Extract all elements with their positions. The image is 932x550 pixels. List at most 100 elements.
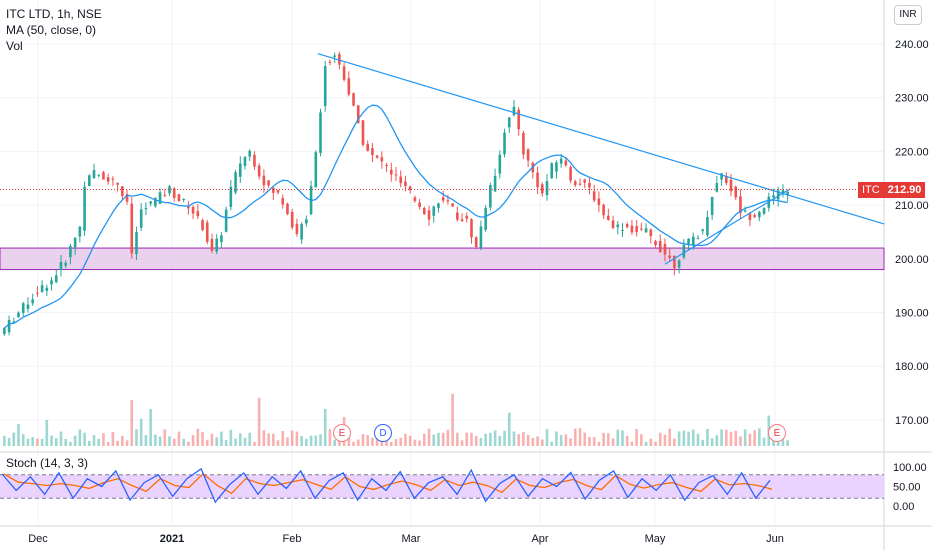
volume-bar bbox=[12, 432, 16, 446]
symbol-title[interactable]: ITC LTD, 1h, NSE bbox=[6, 7, 102, 21]
candle bbox=[781, 189, 785, 194]
volume-bar bbox=[715, 435, 719, 446]
candle bbox=[724, 175, 728, 184]
candle bbox=[17, 312, 20, 318]
ma-indicator-label[interactable]: MA (50, close, 0) bbox=[6, 23, 97, 37]
volume-bar bbox=[7, 438, 11, 446]
candle bbox=[262, 175, 266, 186]
candle bbox=[45, 287, 49, 291]
stoch-indicator-label[interactable]: Stoch (14, 3, 3) bbox=[6, 456, 89, 470]
candle bbox=[427, 210, 431, 220]
volume-bar bbox=[682, 430, 686, 446]
volume-bar bbox=[295, 431, 299, 446]
candle bbox=[437, 203, 440, 208]
candle bbox=[182, 198, 185, 200]
volume-bar bbox=[40, 438, 44, 446]
volume-bar bbox=[130, 400, 134, 446]
volume-bar bbox=[696, 433, 700, 446]
time-tick-label: Mar bbox=[402, 533, 421, 545]
candle bbox=[154, 198, 157, 207]
volume-bar bbox=[611, 438, 615, 446]
candle bbox=[569, 167, 572, 181]
volume-bar bbox=[371, 437, 374, 446]
volume-bar bbox=[748, 433, 752, 446]
candle bbox=[205, 222, 209, 242]
candle bbox=[158, 192, 162, 204]
volume-bar bbox=[720, 429, 723, 446]
price-tick-label: 230.00 bbox=[895, 93, 929, 105]
candle bbox=[654, 241, 657, 246]
volume-bar bbox=[21, 434, 25, 446]
volume-bar bbox=[87, 440, 91, 446]
earnings-event-icon[interactable]: E bbox=[333, 424, 351, 442]
candle bbox=[625, 224, 629, 227]
volume-bar bbox=[555, 431, 558, 446]
volume-bar bbox=[111, 431, 115, 446]
support-trendline bbox=[664, 188, 791, 265]
candle bbox=[361, 120, 365, 145]
candle bbox=[729, 179, 733, 192]
volume-bar bbox=[451, 393, 454, 446]
stoch-band bbox=[0, 474, 884, 499]
candle bbox=[338, 54, 341, 65]
price-tick-label: 180.00 bbox=[895, 361, 929, 373]
candle bbox=[253, 154, 256, 167]
candle bbox=[644, 228, 648, 233]
candle bbox=[342, 66, 346, 80]
volume-bar bbox=[503, 430, 506, 446]
candle bbox=[333, 55, 336, 57]
volume-bar bbox=[654, 441, 657, 446]
volume-bar bbox=[531, 437, 535, 446]
candle bbox=[762, 208, 766, 214]
earnings-event-icon[interactable]: E bbox=[768, 424, 786, 442]
volume-bar bbox=[408, 435, 412, 446]
stoch-tick-label: 100.00 bbox=[893, 462, 927, 474]
candle bbox=[668, 255, 671, 259]
price-tick-label: 220.00 bbox=[895, 146, 929, 158]
volume-bar bbox=[677, 431, 681, 446]
candle bbox=[59, 261, 63, 271]
moving-average-line bbox=[3, 104, 788, 329]
volume-bar bbox=[743, 429, 747, 446]
volume-label[interactable]: Vol bbox=[6, 39, 23, 53]
currency-button[interactable]: INR bbox=[894, 5, 922, 25]
candle bbox=[658, 241, 662, 253]
volume-bar bbox=[272, 433, 275, 446]
candle bbox=[144, 207, 148, 210]
candle bbox=[479, 226, 483, 248]
candle bbox=[248, 150, 252, 157]
volume-bar bbox=[323, 408, 327, 446]
candle bbox=[588, 183, 591, 188]
candle bbox=[139, 209, 143, 228]
volume-bar bbox=[630, 441, 634, 446]
candle bbox=[574, 181, 577, 186]
volume-bar bbox=[64, 438, 68, 446]
volume-bar bbox=[116, 440, 119, 446]
volume-bar bbox=[493, 430, 497, 446]
candle bbox=[215, 238, 218, 252]
volume-bar bbox=[691, 429, 695, 446]
volume-bar bbox=[172, 438, 176, 446]
dividend-event-icon[interactable]: D bbox=[374, 424, 392, 442]
volume-bar bbox=[456, 432, 459, 446]
candle bbox=[470, 219, 473, 238]
candle bbox=[78, 226, 82, 237]
volume-bar bbox=[135, 429, 138, 446]
candle bbox=[389, 169, 393, 175]
volume-bar bbox=[394, 439, 398, 446]
volume-bar bbox=[484, 433, 487, 446]
candle bbox=[290, 211, 294, 228]
candle bbox=[356, 105, 360, 124]
volume-bar bbox=[635, 428, 638, 446]
time-axis: Dec 2021 Feb Mar Apr May Jun bbox=[28, 533, 784, 545]
candle bbox=[739, 196, 742, 214]
volume-bar bbox=[352, 441, 355, 446]
candle bbox=[286, 203, 289, 215]
candle bbox=[295, 223, 299, 234]
candle bbox=[602, 204, 605, 216]
volume-bar bbox=[569, 438, 572, 446]
volume-bar bbox=[724, 429, 728, 446]
candle bbox=[474, 237, 478, 248]
volume-bar bbox=[668, 428, 671, 446]
volume-bar bbox=[706, 428, 709, 446]
